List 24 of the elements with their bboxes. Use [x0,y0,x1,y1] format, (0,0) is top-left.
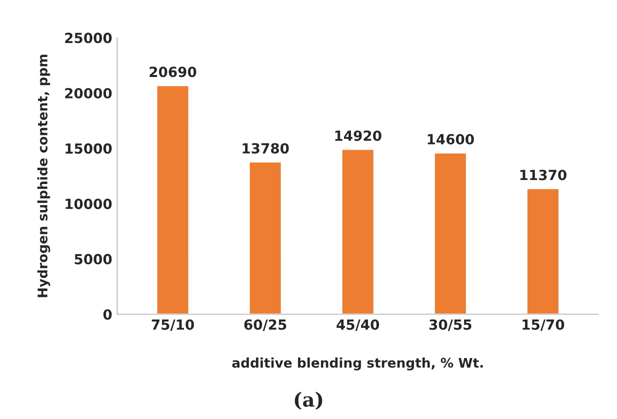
bar [248,161,282,314]
data-label: 13780 [242,143,289,154]
x-tick-label: 60/25 [244,319,286,331]
data-label: 14920 [335,130,382,141]
bar [526,188,560,314]
bar [156,84,190,314]
y-tick-label: 25000 [65,32,112,44]
y-tick-label: 5000 [74,254,112,264]
data-label: 20690 [150,66,196,78]
x-tick-label: 75/10 [152,319,194,331]
x-tick-label: 15/70 [522,319,564,331]
x-tick-label: 45/40 [336,319,380,331]
y-axis-title: Hydrogen sulphide content, ppm [37,54,50,298]
y-tick-label: 0 [103,309,112,320]
y-tick-label: 20000 [65,88,112,98]
y-tick-label: 10000 [66,198,112,210]
text: (a) [294,392,322,410]
data-label: 11370 [520,170,566,180]
bar [434,152,468,314]
x-axis-title: additive blending strength, % Wt. [232,358,483,370]
x-tick-label: 30/55 [429,319,472,331]
y-tick-label: 15000 [66,143,112,154]
bar [340,148,375,314]
data-label: 14600 [428,134,474,145]
